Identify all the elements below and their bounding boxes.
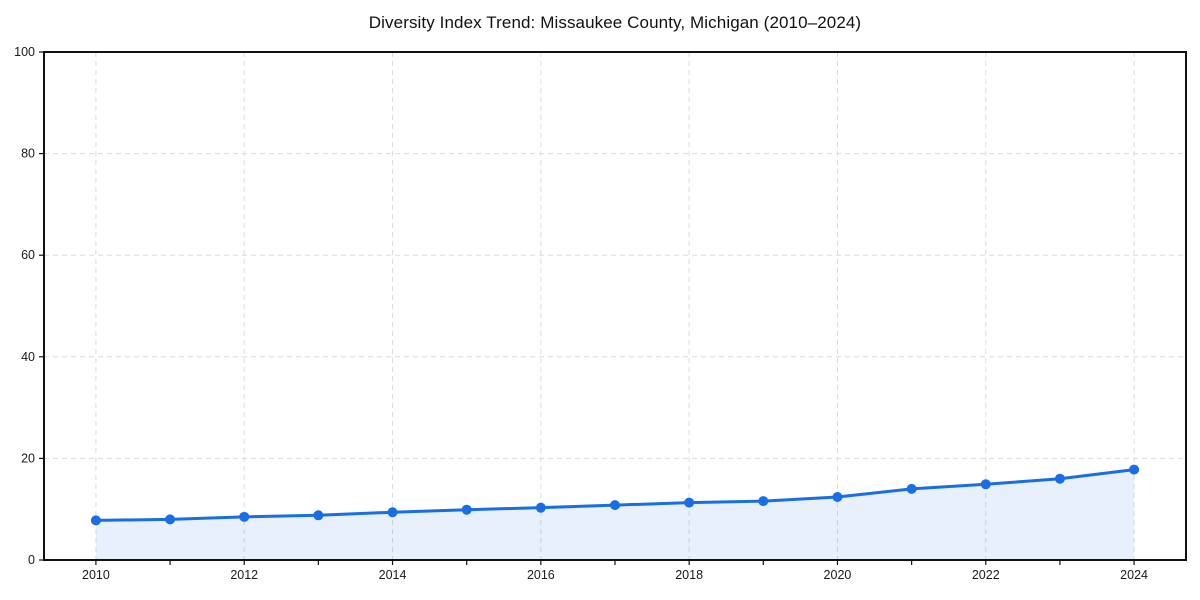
data-point — [610, 500, 620, 511]
data-point — [90, 515, 101, 526]
x-tick-label: 2022 — [972, 568, 1000, 582]
data-points — [90, 464, 1140, 526]
data-point — [461, 504, 472, 515]
x-tick-label: 2010 — [82, 568, 110, 582]
x-axis-ticks — [95, 560, 1135, 565]
y-tick-label: 40 — [21, 350, 35, 364]
data-point — [313, 510, 324, 521]
area-fill — [95, 469, 1135, 560]
data-point — [684, 497, 695, 508]
x-tick-label: 2012 — [230, 568, 258, 582]
data-point — [1129, 464, 1140, 475]
y-tick-label: 20 — [21, 451, 35, 465]
y-axis-ticks — [39, 51, 44, 561]
data-point — [387, 507, 398, 518]
data-point — [980, 479, 991, 490]
data-point — [535, 502, 546, 513]
y-tick-label: 60 — [21, 248, 35, 262]
x-axis-labels: 2010 2012 2014 2016 2018 2020 2022 2024 — [82, 568, 1148, 582]
y-tick-label: 100 — [14, 45, 35, 59]
y-tick-label: 80 — [21, 147, 35, 161]
x-tick-label: 2016 — [527, 568, 555, 582]
y-tick-label: 0 — [28, 553, 35, 567]
x-tick-label: 2018 — [675, 568, 703, 582]
data-point — [165, 514, 176, 525]
data-point — [906, 483, 917, 494]
x-tick-label: 2024 — [1120, 568, 1148, 582]
data-point — [758, 496, 769, 507]
data-point — [832, 492, 843, 503]
y-axis-labels: 0 20 40 60 80 100 — [14, 45, 35, 567]
x-tick-label: 2014 — [379, 568, 407, 582]
chart-title: Diversity Index Trend: Missaukee County,… — [368, 13, 862, 32]
data-point — [1054, 473, 1065, 484]
data-point — [239, 511, 250, 522]
x-tick-label: 2020 — [824, 568, 852, 582]
